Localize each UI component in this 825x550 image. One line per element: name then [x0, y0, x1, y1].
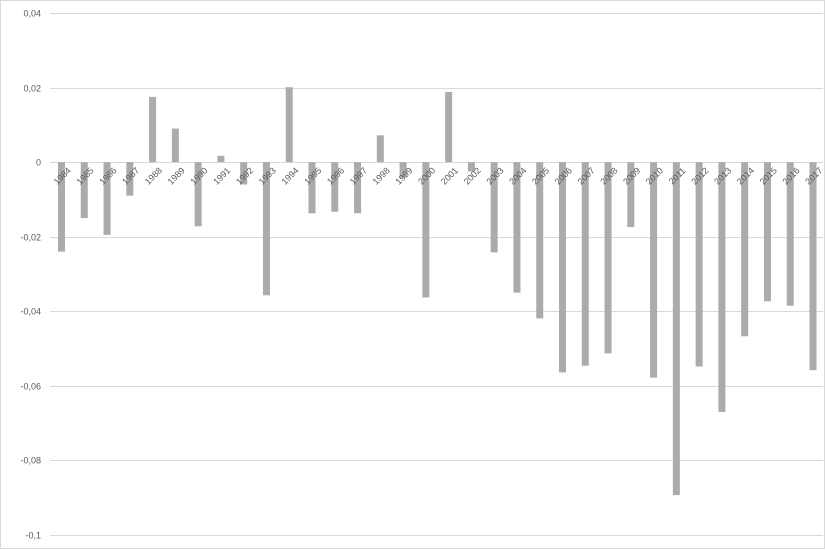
y-tick-label: 0,04: [23, 9, 41, 19]
x-category-label: 1999: [393, 165, 414, 186]
bar-1992: [240, 162, 248, 185]
bar-2007: [581, 162, 589, 366]
y-tick-label: -0,08: [20, 456, 41, 466]
bar-1993: [262, 162, 270, 296]
y-axis-tick-labels: 0,04 0,02 0 -0,02 -0,04 -0,06 -0,08 -0,1: [20, 9, 41, 541]
bar-1984: [58, 162, 65, 252]
y-tick-label: -0,02: [20, 233, 41, 243]
bar-2017: [809, 162, 817, 371]
bar-1996: [331, 162, 339, 212]
y-tick-label: 0: [36, 158, 41, 168]
bar-2015: [763, 162, 771, 302]
bar-1990: [194, 162, 202, 227]
bar-2009: [627, 162, 635, 228]
bar-1997: [354, 162, 362, 214]
y-tick-label: -0,04: [20, 307, 41, 317]
x-category-label: 1998: [371, 165, 392, 186]
bar-2008: [604, 162, 612, 354]
x-category-label: 2001: [439, 165, 460, 186]
bar-1999: [399, 162, 407, 178]
bar-1991: [217, 155, 225, 163]
bar-2016: [786, 162, 794, 306]
bar-2011: [672, 162, 680, 496]
bars: [58, 87, 817, 496]
bar-2014: [741, 162, 749, 337]
bar-1995: [308, 162, 316, 214]
bar-2005: [536, 162, 544, 319]
y-tick-label: 0,02: [23, 84, 41, 94]
x-category-label: 1991: [211, 165, 232, 186]
bar-1986: [103, 162, 111, 235]
x-category-label: 2002: [462, 165, 483, 186]
bar-2000: [422, 162, 430, 298]
bar-2001: [445, 92, 453, 163]
x-category-label: 1989: [166, 165, 187, 186]
bar-1987: [126, 162, 134, 196]
bar-2004: [513, 162, 521, 293]
bar-2012: [695, 162, 703, 367]
x-category-label: 1988: [143, 165, 164, 186]
bar-1998: [376, 135, 384, 163]
bar-2010: [650, 162, 658, 378]
x-axis-category-labels: 1984 1985 1986 1987 1988 1989 1990 1991 1992 1993…: [52, 165, 825, 186]
bar-1988: [149, 96, 157, 163]
y-tick-label: -0,1: [25, 531, 41, 541]
bar-1994: [285, 87, 293, 163]
y-tick-label: -0,06: [20, 382, 41, 392]
bar-1989: [171, 128, 179, 163]
bar-2002: [467, 162, 475, 172]
bar-2013: [718, 162, 726, 412]
x-category-label: 1994: [279, 165, 300, 186]
bar-2003: [490, 162, 498, 253]
gridlines: [50, 13, 823, 536]
bar-1985: [80, 162, 88, 219]
bar-2006: [559, 162, 566, 373]
